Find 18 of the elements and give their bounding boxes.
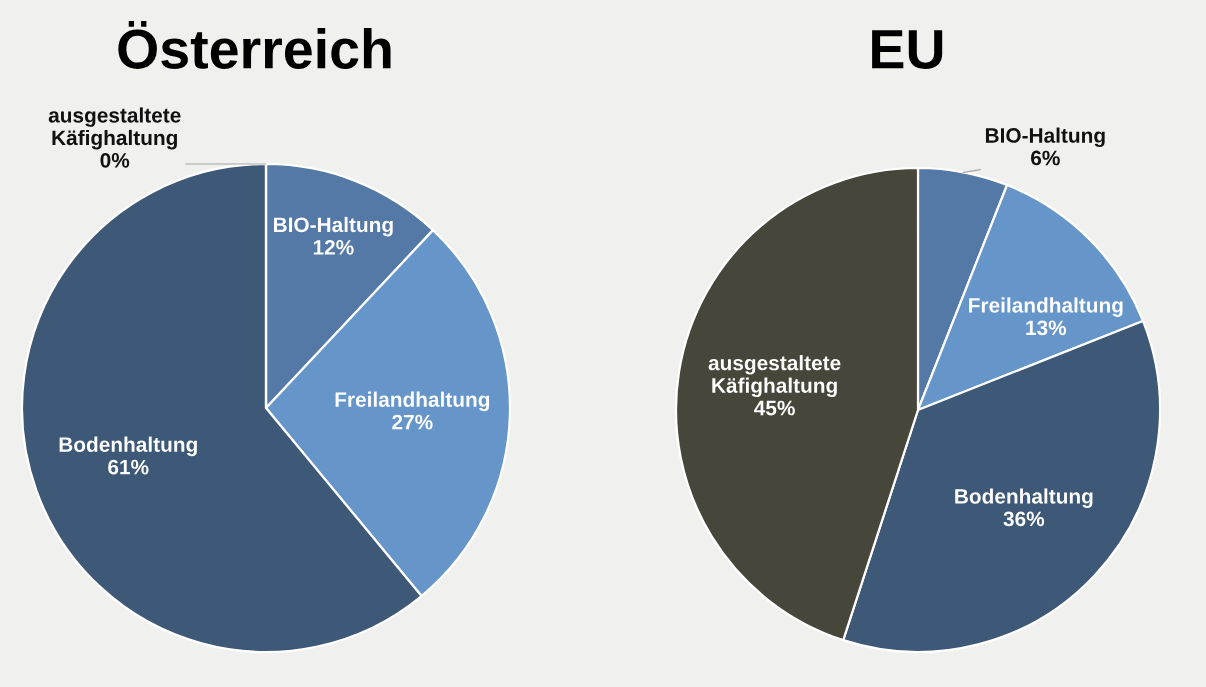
slice-label: Bodenhaltung <box>59 436 197 457</box>
slice-label: Bodenhaltung <box>955 488 1093 508</box>
chart-title: Österreich <box>118 20 391 69</box>
data-label: 13% <box>1026 320 1067 336</box>
data-label: 45% <box>754 400 795 416</box>
slice-label: Freilandhaltung <box>969 297 1123 317</box>
slice-label: BIO-Haltung <box>274 216 393 237</box>
data-label: 61% <box>108 459 149 475</box>
data-label: 27% <box>392 414 433 430</box>
slice-label: BIO-Haltung <box>985 127 1105 148</box>
data-label: 36% <box>1003 511 1045 527</box>
data-label: 6% <box>1031 150 1060 166</box>
text: 0% <box>100 152 130 168</box>
slice-label: ausgestaltete Käfighaltung <box>708 355 841 398</box>
chart-title: EU <box>872 30 943 69</box>
category-label: ausgestaltete Käfighaltung <box>48 107 181 150</box>
data-label: 12% <box>313 239 354 255</box>
slice-label: Freilandhaltung <box>335 391 490 412</box>
